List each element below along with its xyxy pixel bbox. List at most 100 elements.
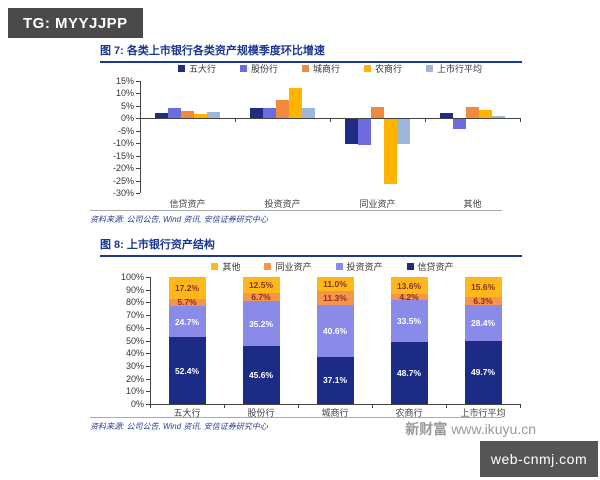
y-tick-mark: [146, 327, 150, 329]
y-tick-label: -25%: [112, 175, 134, 186]
bar: [168, 107, 181, 119]
bar: [263, 108, 276, 119]
category-label: 信贷资产: [169, 199, 206, 209]
y-tick-label: 40%: [125, 348, 144, 359]
bar: [207, 111, 220, 119]
legend-swatch: [364, 65, 371, 72]
y-tick-mark: [136, 118, 140, 120]
legend-item: 上市行平均: [426, 62, 482, 75]
y-tick-label: -15%: [112, 150, 134, 161]
legend-item: 其他: [211, 260, 240, 273]
bar-segment: 45.6%: [242, 346, 280, 404]
y-tick-label: 0%: [130, 399, 144, 409]
legend-swatch: [426, 65, 434, 72]
y-tick-label: 80%: [125, 297, 144, 308]
y-tick-mark: [136, 168, 140, 170]
segment-label: 52.4%: [174, 365, 200, 376]
y-tick-label: 5%: [120, 100, 134, 111]
y-tick-mark: [146, 302, 150, 304]
segment-label: 35.2%: [248, 318, 274, 329]
legend-label: 上市行平均: [437, 64, 483, 74]
web-watermark-badge: web-cnmj.com: [480, 441, 598, 477]
legend-label: 信贷资产: [417, 262, 454, 272]
legend-item: 农商行: [364, 62, 402, 75]
legend-label: 城商行: [312, 64, 340, 74]
y-tick-label: -5%: [117, 125, 134, 136]
y-tick-label: 30%: [125, 360, 144, 371]
x-tick-mark: [520, 118, 521, 123]
bar-segment: 11.0%: [316, 277, 354, 291]
category-label: 同业资产: [359, 199, 396, 209]
segment-label: 49.7%: [470, 367, 496, 378]
segment-label: 4.2%: [399, 291, 419, 302]
y-tick-label: 70%: [125, 310, 144, 321]
bar-segment: 48.7%: [390, 342, 428, 404]
bar: [155, 112, 168, 119]
figure7-legend: 五大行 股份行 城商行 农商行 上市行平均: [140, 62, 520, 75]
bar-segment: 15.6%: [464, 277, 502, 297]
x-tick-mark: [330, 118, 331, 123]
y-tick-mark: [136, 180, 140, 182]
bar-segment: 6.7%: [242, 292, 280, 302]
bar: [453, 119, 466, 130]
legend-label: 股份行: [250, 64, 278, 74]
legend-swatch: [239, 65, 247, 72]
bar: [479, 109, 492, 119]
y-tick-mark: [146, 289, 150, 291]
x-tick-mark: [224, 404, 225, 408]
legend-swatch: [211, 263, 219, 270]
legend-swatch: [335, 263, 343, 270]
bar-segment: 17.2%: [168, 277, 206, 299]
y-tick-mark: [136, 130, 140, 132]
category-label: 城商行: [321, 408, 349, 418]
bar-segment: 12.5%: [242, 277, 280, 293]
y-axis-line: [150, 277, 151, 404]
segment-label: 45.6%: [248, 370, 274, 381]
site-watermark: 新财富 www.ikuyu.cn: [330, 419, 536, 439]
figure8-plot: 100% 90% 80% 70% 60% 50% 40% 30% 20% 10% 0% 52.4% 24…: [121, 272, 521, 409]
bar-segment: 49.7%: [464, 340, 502, 404]
x-tick-mark: [235, 118, 236, 123]
y-tick-label: -10%: [112, 138, 134, 149]
legend-label: 五大行: [188, 64, 216, 74]
bar-segment: 5.7%: [168, 297, 206, 307]
figure8-source-note: 资料来源: 公司公告, Wind 资讯, 安信证券研究中心: [90, 417, 502, 432]
bar: [289, 88, 302, 119]
legend-item: 信贷资产: [406, 260, 454, 273]
figure7-source-note: 资料来源: 公司公告, Wind 资讯, 安信证券研究中心: [90, 210, 502, 225]
bar-segment: 40.6%: [316, 305, 354, 357]
y-tick-mark: [146, 404, 150, 405]
bar: [181, 111, 194, 119]
legend-item: 同业资产: [264, 260, 312, 273]
bar-segment: 13.6%: [390, 277, 428, 295]
y-tick-mark: [146, 277, 150, 278]
bar: [371, 107, 384, 119]
x-tick-mark: [425, 118, 426, 123]
legend-label: 农商行: [375, 64, 403, 74]
bar: [466, 107, 479, 119]
y-tick-label: -30%: [112, 188, 134, 198]
y-tick-label: 0%: [120, 113, 134, 124]
figure8-category-axis: 五大行 股份行 城商行 农商行 上市行平均: [150, 406, 520, 419]
bar: [345, 119, 358, 145]
segment-label: 15.6%: [470, 281, 496, 292]
watermark-url: www.ikuyu.cn: [451, 421, 536, 437]
segment-label: 6.3%: [473, 295, 493, 306]
y-tick-mark: [146, 391, 150, 393]
legend-item: 五大行: [177, 62, 216, 75]
y-tick-mark: [146, 340, 150, 342]
bar-segment: 52.4%: [168, 337, 206, 404]
y-tick-mark: [136, 93, 140, 95]
bar-segment: 33.5%: [390, 299, 428, 343]
segment-label: 12.5%: [248, 279, 274, 290]
category-label: 农商行: [395, 408, 423, 418]
figure7-category-axis: 信贷资产 投资资产 同业资产 其他: [140, 197, 520, 210]
category-label: 投资资产: [264, 199, 301, 209]
segment-label: 28.4%: [470, 317, 496, 328]
legend-swatch: [301, 65, 309, 72]
y-tick-label: 100%: [120, 272, 144, 282]
legend-label: 同业资产: [275, 262, 312, 272]
bar: [384, 119, 397, 185]
bar: [276, 99, 289, 119]
